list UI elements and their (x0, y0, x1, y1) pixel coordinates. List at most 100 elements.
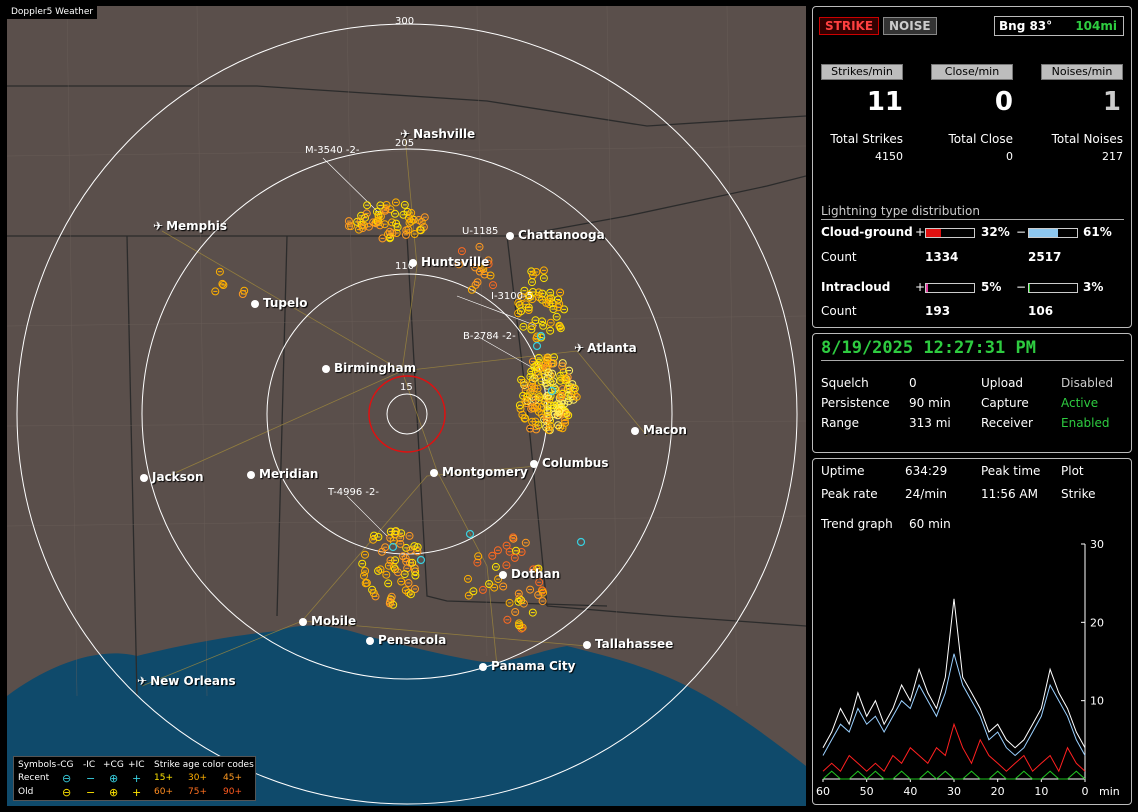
strike-marker-icon (546, 378, 555, 387)
strike-marker-icon (396, 539, 405, 548)
strike-marker-icon (544, 425, 553, 434)
strike-marker-icon (411, 585, 419, 593)
strike-marker-icon (528, 608, 537, 617)
strike-markers (211, 198, 586, 633)
city-birmingham[interactable]: Birmingham (322, 361, 416, 375)
strike-marker-icon (514, 597, 523, 606)
dot-icon (251, 300, 259, 308)
noise-toggle-button[interactable]: NOISE (883, 17, 937, 35)
strike-toggle-button[interactable]: STRIKE (819, 17, 880, 35)
strikes-per-min-button[interactable]: Strikes/min (821, 64, 903, 80)
city-jackson[interactable]: Jackson (140, 470, 204, 484)
strike-marker-icon (473, 278, 482, 287)
legend-age-45: 45+ (223, 773, 242, 783)
strike-marker-icon (528, 417, 537, 426)
persistence-value: 90 min (909, 396, 951, 410)
strike-marker-icon (404, 588, 413, 597)
city-meridian[interactable]: Meridian (247, 467, 318, 481)
close-per-min-button[interactable]: Close/min (931, 64, 1013, 80)
cg-negative-bar (1028, 228, 1078, 238)
close-range-ring (368, 375, 446, 453)
bearing-tag: M-3540 -2- (305, 145, 360, 156)
status-panel: 8/19/2025 12:27:31 PM Squelch 0 Upload D… (812, 333, 1132, 453)
strike-marker-icon (362, 209, 371, 218)
city-panama-city[interactable]: Panama City (479, 659, 575, 673)
strike-marker-icon (361, 579, 370, 588)
city-macon[interactable]: Macon (631, 423, 687, 437)
strike-marker-icon (523, 392, 531, 401)
city-dothan[interactable]: Dothan (499, 567, 560, 581)
strike-marker-icon (511, 608, 520, 616)
strike-marker-icon (505, 598, 514, 607)
strike-marker-icon (524, 303, 533, 312)
strike-marker-icon (215, 267, 224, 276)
lightning-map[interactable]: Doppler5 Weather 300 205 110 15 ✈ Nashvil… (7, 6, 806, 806)
city-pensacola[interactable]: Pensacola (366, 633, 446, 647)
strike-marker-icon (402, 543, 411, 552)
strike-marker-icon (534, 591, 543, 599)
city-tallahassee[interactable]: Tallahassee (583, 637, 673, 651)
strike-marker-icon (517, 548, 526, 556)
city-label: Birmingham (334, 361, 417, 375)
county-lines (7, 6, 806, 707)
range-label: Range (821, 416, 860, 430)
legend-old-ic-pos-icon: + (132, 786, 142, 799)
city-huntsville[interactable]: Huntsville (409, 255, 489, 269)
legend-old-ic-neg-icon: − (86, 786, 96, 799)
trend-x-tick-label: 30 (947, 785, 961, 798)
noises-per-min-button[interactable]: Noises/min (1041, 64, 1123, 80)
strike-marker-icon (475, 242, 484, 251)
strike-marker-icon (561, 374, 570, 383)
legend-age-60: 60+ (154, 787, 173, 797)
strike-marker-icon (416, 226, 425, 235)
cg-positive-pct: 32% (981, 225, 1010, 239)
trend-x-tick-label: 60 (816, 785, 830, 798)
strike-marker-icon (493, 546, 502, 555)
city-montgomery[interactable]: Montgomery (430, 465, 528, 479)
strike-marker-icon (480, 270, 489, 279)
strike-marker-icon (554, 421, 563, 430)
strike-marker-icon (464, 574, 472, 583)
cg-positive-bar (925, 228, 975, 238)
strike-marker-icon (527, 383, 536, 392)
trend-window-value[interactable]: 60 min (909, 517, 951, 531)
strike-marker-icon (515, 300, 524, 309)
strike-marker-icon (527, 325, 536, 334)
strike-marker-icon (534, 288, 543, 297)
strike-marker-icon (530, 404, 539, 413)
city-atlanta[interactable]: ✈ Atlanta (574, 341, 637, 355)
strike-marker-icon (484, 260, 493, 269)
strike-marker-icon (384, 561, 393, 570)
city-columbus[interactable]: Columbus (530, 456, 609, 470)
plot-value[interactable]: Strike (1061, 487, 1096, 501)
strike-marker-icon (361, 550, 369, 559)
city-tupelo[interactable]: Tupelo (251, 296, 308, 310)
strike-marker-icon (521, 538, 530, 547)
ring-label-15: 15 (400, 382, 413, 393)
plane-icon: ✈ (137, 674, 148, 688)
peak-time-label: Peak time (981, 464, 1041, 478)
city-mobile[interactable]: Mobile (299, 614, 356, 628)
city-memphis[interactable]: ✈ Memphis (153, 219, 227, 233)
strike-marker-icon (527, 367, 536, 376)
city-chattanooga[interactable]: Chattanooga (506, 228, 605, 242)
dot-icon (583, 641, 591, 649)
strike-marker-icon (534, 363, 542, 372)
strike-marker-icon (558, 385, 567, 394)
app-label: Doppler5 Weather (7, 6, 98, 19)
strike-marker-icon (539, 321, 548, 330)
strike-marker-icon (410, 542, 419, 551)
cg-negative-fill (1029, 229, 1059, 237)
peak-rate-label: Peak rate (821, 487, 878, 501)
trend-y-tick-label: 20 (1090, 616, 1104, 629)
strike-marker-icon (360, 571, 368, 580)
city-new-orleans[interactable]: ✈ New Orleans (137, 674, 236, 688)
strike-marker-icon (520, 414, 529, 423)
peak-rate-value: 24/min (905, 487, 947, 501)
strike-marker-icon (546, 318, 555, 327)
strike-marker-icon (397, 529, 406, 538)
city-label: Jackson (152, 470, 204, 484)
strike-marker-icon (382, 570, 391, 579)
city-nashville[interactable]: ✈ Nashville (400, 127, 475, 141)
trend-series-2 (822, 722, 1086, 773)
